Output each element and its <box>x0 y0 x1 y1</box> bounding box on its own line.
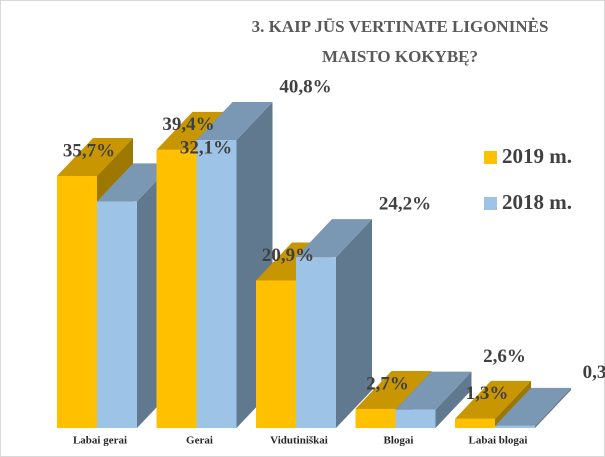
bar <box>355 408 396 428</box>
data-label: 24,2% <box>379 194 431 215</box>
bar <box>296 257 336 428</box>
bar <box>97 201 137 428</box>
bar <box>256 280 296 428</box>
legend-swatch <box>484 151 497 164</box>
bar-top <box>495 387 571 426</box>
data-label: 32,1% <box>180 138 232 159</box>
bar-top <box>156 111 233 150</box>
bar-top <box>97 163 173 202</box>
x-tick-label: Blogai <box>384 435 414 447</box>
data-label: 40,8% <box>279 76 331 97</box>
bar <box>395 409 436 428</box>
chart-title: MAISTO KOKYBĘ? <box>322 47 478 66</box>
bar <box>57 175 97 428</box>
bar-top <box>296 219 372 258</box>
bar-side <box>336 219 372 428</box>
data-label: 2,6% <box>483 346 526 367</box>
data-label: 0,3% <box>583 362 605 383</box>
legend-label: 2019 m. <box>502 144 572 168</box>
bar-top <box>455 380 531 419</box>
bar <box>455 418 495 428</box>
data-label: 2,7% <box>366 373 409 394</box>
bar <box>156 149 197 428</box>
legend-swatch <box>484 197 497 210</box>
chart-title: 3. KAIP JŪS VERTINATE LIGONINĖS <box>252 17 549 36</box>
x-tick-label: Labai blogai <box>469 435 528 447</box>
data-label: 1,3% <box>466 383 509 404</box>
x-tick-label: Labai gerai <box>73 435 127 447</box>
bar-top <box>355 370 432 409</box>
bar-top <box>57 137 133 176</box>
data-label: 20,9% <box>262 245 314 266</box>
legend-label: 2018 m. <box>502 190 572 214</box>
x-tick-label: Gerai <box>186 435 213 447</box>
bar-side <box>495 380 531 428</box>
bar <box>495 425 535 428</box>
x-tick-label: Vidutiniškai <box>270 435 328 447</box>
bar-top <box>395 371 472 410</box>
bar-side <box>535 387 571 428</box>
bar <box>196 139 237 428</box>
data-label: 39,4% <box>162 114 214 135</box>
data-label: 35,7% <box>63 140 115 161</box>
bar-top <box>196 101 273 140</box>
bar-side <box>435 371 472 428</box>
